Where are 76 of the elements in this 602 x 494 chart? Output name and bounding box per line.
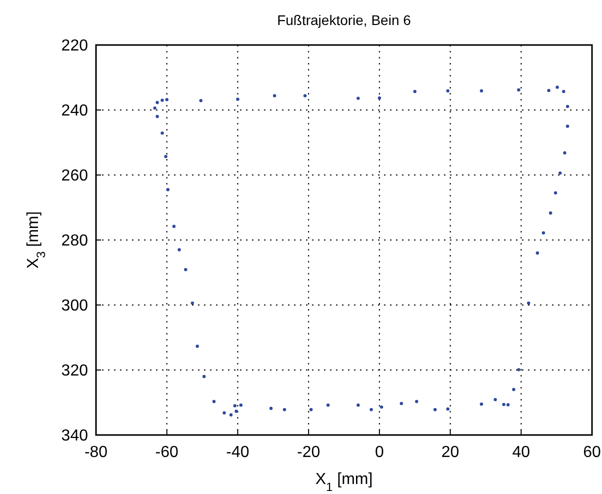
point (272, 94, 276, 98)
y-tick-label: 280 (61, 232, 88, 250)
y-tick-label: 320 (61, 362, 88, 380)
point (356, 404, 360, 407)
y-tick-label: 340 (61, 428, 88, 445)
point (202, 374, 206, 378)
point (303, 94, 307, 98)
point (234, 410, 238, 413)
point (378, 96, 382, 100)
point (413, 90, 416, 94)
x-tick-label: -20 (297, 444, 320, 461)
point (212, 400, 216, 404)
point (526, 301, 530, 305)
y-tick-label: 300 (61, 298, 88, 315)
point (164, 154, 168, 158)
point (229, 413, 233, 416)
point (233, 404, 236, 408)
point (370, 408, 373, 412)
point (517, 88, 520, 92)
point (156, 114, 159, 118)
point (446, 89, 450, 92)
point (480, 402, 484, 406)
point (536, 251, 540, 255)
point (548, 211, 552, 215)
point (506, 403, 510, 406)
point (165, 98, 168, 102)
point (178, 248, 181, 252)
point (502, 402, 506, 406)
y-tick-label: 220 (61, 38, 88, 55)
point (222, 411, 226, 414)
point (172, 224, 176, 228)
point (517, 368, 520, 372)
point (356, 96, 360, 100)
point (239, 404, 243, 407)
point (563, 151, 566, 154)
point (566, 104, 570, 108)
point (547, 88, 550, 92)
x-tick-label: -80 (84, 444, 108, 461)
point (184, 268, 188, 272)
x-tick-label: -60 (155, 444, 179, 461)
x-tick-label: 60 (583, 444, 601, 461)
point (309, 408, 313, 412)
point (446, 407, 450, 411)
point (556, 86, 559, 89)
x-axis-title: X$_{1}$ [mm] (315, 471, 373, 494)
point (153, 106, 156, 110)
x-tick-label: 40 (512, 444, 530, 461)
point (400, 402, 403, 406)
point (433, 408, 437, 412)
point (160, 131, 164, 135)
point (196, 344, 199, 348)
point (494, 398, 497, 402)
y-tick-label: 240 (61, 102, 88, 120)
point (166, 188, 170, 192)
point (542, 231, 546, 234)
point (236, 98, 240, 101)
point (512, 388, 516, 392)
chart-title: Fußtrajektorie, Bein 6 (277, 12, 412, 28)
x-tick-label: 0 (374, 444, 384, 461)
x-tick-label: -40 (226, 444, 250, 461)
point (326, 404, 330, 407)
point (269, 406, 273, 410)
point (156, 100, 159, 104)
point (480, 89, 484, 92)
point (282, 408, 286, 412)
point (160, 98, 164, 102)
point (380, 405, 384, 409)
point (415, 400, 418, 404)
point (566, 124, 570, 128)
point (562, 90, 566, 94)
x-tick-label: 20 (441, 444, 460, 461)
point (558, 171, 562, 175)
point (190, 301, 194, 305)
y-tick-label: 260 (61, 168, 88, 185)
point (199, 98, 202, 102)
point (554, 191, 558, 194)
